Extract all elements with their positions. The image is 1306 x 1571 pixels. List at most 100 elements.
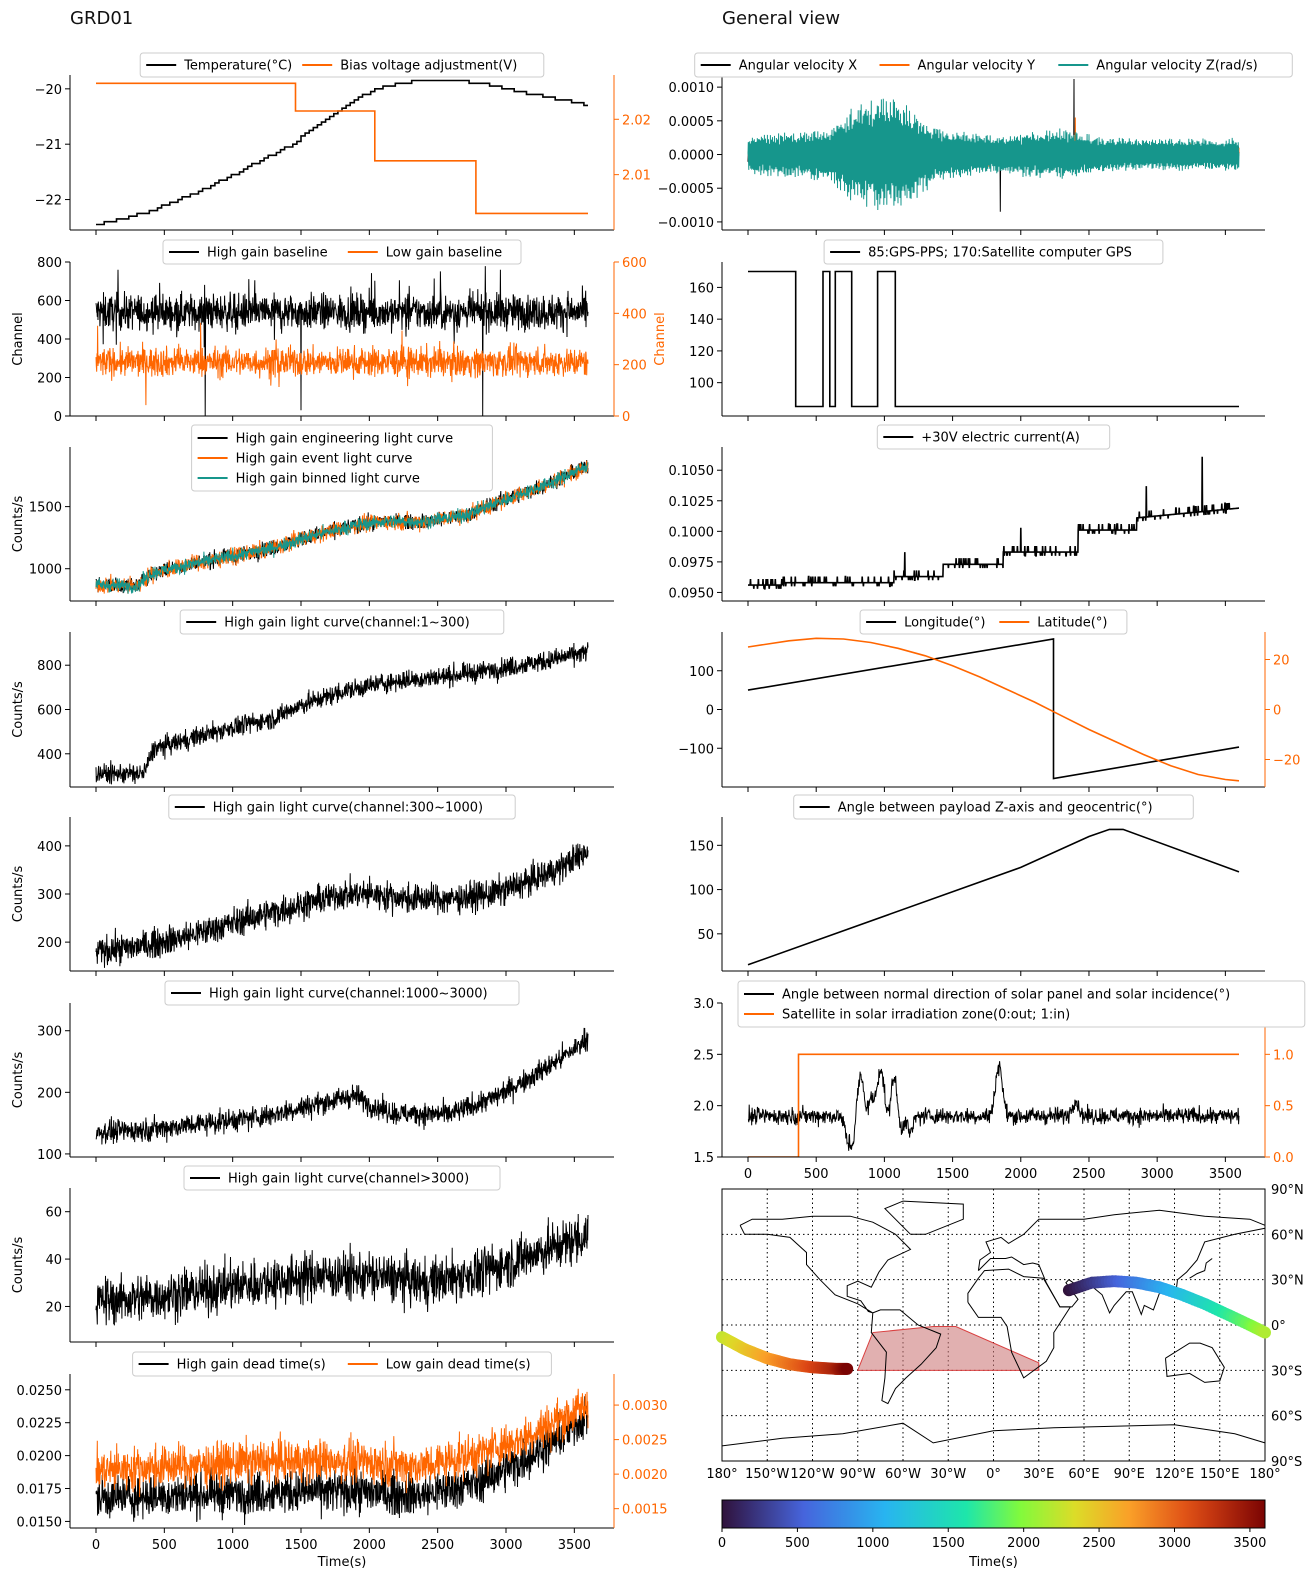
legend-box	[164, 980, 520, 1006]
series-line-1	[95, 843, 589, 968]
right-column-title: General view	[722, 8, 841, 29]
legend-label: High gain engineering light curve	[236, 432, 454, 447]
legend: High gain light curve(channel:1~300)	[179, 609, 505, 635]
legend-label: High gain light curve(channel>3000)	[228, 1172, 469, 1187]
series-line-2	[96, 82, 588, 215]
y-tick-label: 0.1025	[669, 495, 715, 510]
lon-tick-label: 180°	[706, 1467, 737, 1482]
coastline	[870, 1309, 942, 1405]
legend-label: Angle between normal direction of solar …	[782, 988, 1230, 1003]
y-tick-label: 150	[689, 839, 714, 854]
y-tick-label: 0	[54, 410, 62, 425]
legend-label: 85:GPS-PPS; 170:Satellite computer GPS	[868, 246, 1132, 261]
lat-tick-label: 0°	[1271, 1319, 1286, 1334]
x-tick-label: 2500	[421, 1538, 454, 1553]
y-tick-label: 0.0975	[669, 556, 715, 571]
panel-lc3: 300 200 100 Counts/s High gain light curve(c…	[11, 980, 614, 1163]
y-tick-label: 20	[45, 1300, 62, 1315]
legend: High gain baseline Low gain baseline	[162, 239, 522, 265]
x-tick-label: 1500	[284, 1538, 317, 1553]
x-tick-label: 3000	[1141, 1167, 1174, 1182]
legend-box	[694, 52, 1293, 78]
legend: Angle between normal direction of solar …	[737, 980, 1306, 1028]
track-segment-2	[716, 1331, 854, 1375]
lon-tick-label: 0°	[986, 1467, 1001, 1482]
y-axis-label: Counts/s	[11, 681, 26, 738]
y-tick-label: 50	[697, 928, 714, 943]
legend: Temperature(°C) Bias voltage adjustment(V…	[139, 52, 545, 78]
series-group	[95, 843, 589, 968]
series-group	[95, 459, 589, 594]
legend-label: High gain light curve(channel:300~1000)	[213, 801, 483, 816]
lon-tick-label: 180°	[1249, 1467, 1280, 1482]
series-line-1	[95, 1213, 589, 1326]
y2-tick-label: 2.02	[622, 113, 651, 128]
lon-tick-label: 150°E	[1200, 1467, 1240, 1482]
legend: High gain light curve(channel:1000~3000)	[164, 980, 520, 1006]
x-tick-label: 1000	[216, 1538, 249, 1553]
legend-box	[162, 239, 522, 265]
x-tick-label: 0	[744, 1167, 752, 1182]
saa-region	[857, 1326, 1040, 1371]
y-tick-label: 100	[689, 377, 714, 392]
x-tick-label: 1500	[936, 1167, 969, 1182]
series-line-1	[95, 1027, 589, 1145]
y-tick-label: 0.0250	[17, 1384, 63, 1399]
y2-tick-label: −20	[1273, 754, 1300, 769]
legend-label: High gain light curve(channel:1~300)	[224, 616, 470, 631]
legend-label: High gain dead time(s)	[177, 1358, 326, 1373]
y-tick-label: 0.0200	[17, 1450, 63, 1465]
lon-tick-label: 120°W	[790, 1467, 834, 1482]
series-line-2	[747, 637, 1240, 782]
y2-tick-label: 0.5	[1273, 1100, 1294, 1115]
lat-tick-label: 30°S	[1271, 1364, 1302, 1379]
y2-axis-label: Channel	[653, 312, 668, 365]
y2-tick-label: 1.0	[1273, 1048, 1294, 1063]
x-tick-label: 500	[804, 1167, 829, 1182]
y-tick-label: 300	[37, 888, 62, 903]
legend-box	[737, 980, 1306, 1028]
legend-box	[139, 52, 545, 78]
y2-tick-label: 0.0	[1273, 1151, 1294, 1166]
y-tick-label: 200	[37, 372, 62, 387]
legend-box	[191, 424, 493, 492]
panel-dead: 0.0250 0.0225 0.0200 0.0175 0.0150 0.0030 0.00…	[17, 1351, 668, 1553]
series-line-1	[95, 642, 589, 785]
series-group	[95, 1027, 589, 1145]
y-tick-label: 100	[689, 665, 714, 680]
y-axis-label: Counts/s	[11, 1052, 26, 1109]
x-tick-label: 1000	[868, 1167, 901, 1182]
ground-track-map: 180° 150°W 120°W 90°W 60°W 30°W 0° 30°E 60°E 90°E…	[706, 1183, 1303, 1482]
x-tick-label: 2000	[353, 1538, 386, 1553]
y-tick-label: 0.0150	[17, 1515, 63, 1530]
x-tick-label: 0	[92, 1538, 100, 1553]
y-tick-label: 3.0	[693, 997, 714, 1012]
colorbar: 0 500 1000 1500 2000 2500 3000 3500 Time(s)	[718, 1499, 1266, 1570]
series-line-3	[747, 98, 1240, 211]
series-group	[747, 1053, 1240, 1157]
legend-label: Longitude(°)	[904, 616, 985, 631]
legend: Angle between payload Z-axis and geocent…	[793, 794, 1194, 820]
y-axis-label: Counts/s	[11, 496, 26, 553]
x-tick-label: 3500	[1209, 1167, 1242, 1182]
x-tick-label: 2000	[1004, 1167, 1037, 1182]
legend-box	[179, 609, 505, 635]
y2-tick-label: 0	[622, 410, 630, 425]
y-tick-label: 400	[37, 748, 62, 763]
coastline	[1165, 1342, 1225, 1383]
y2-tick-label: 600	[622, 256, 647, 271]
y-tick-label: 600	[37, 704, 62, 719]
panel-gps: 160 140 120 100 85:GPS-PPS; 170:Satellite co…	[689, 239, 1265, 421]
legend: Angular velocity X Angular velocity Y Angu…	[694, 52, 1293, 78]
y2-tick-label: 200	[622, 359, 647, 374]
legend-label: Angular velocity Z(rad/s)	[1096, 59, 1257, 74]
y-tick-label: −21	[35, 138, 62, 153]
lon-tick-label: 90°E	[1114, 1467, 1145, 1482]
series-group	[748, 456, 1239, 590]
panel-current: 0.1050 0.1025 0.1000 0.0975 0.0950 +30V elect…	[669, 424, 1265, 606]
legend-label: High gain event light curve	[236, 452, 413, 467]
legend-label: Bias voltage adjustment(V)	[340, 59, 517, 74]
y-tick-label: 1000	[29, 563, 62, 578]
legend-box	[876, 424, 1111, 450]
